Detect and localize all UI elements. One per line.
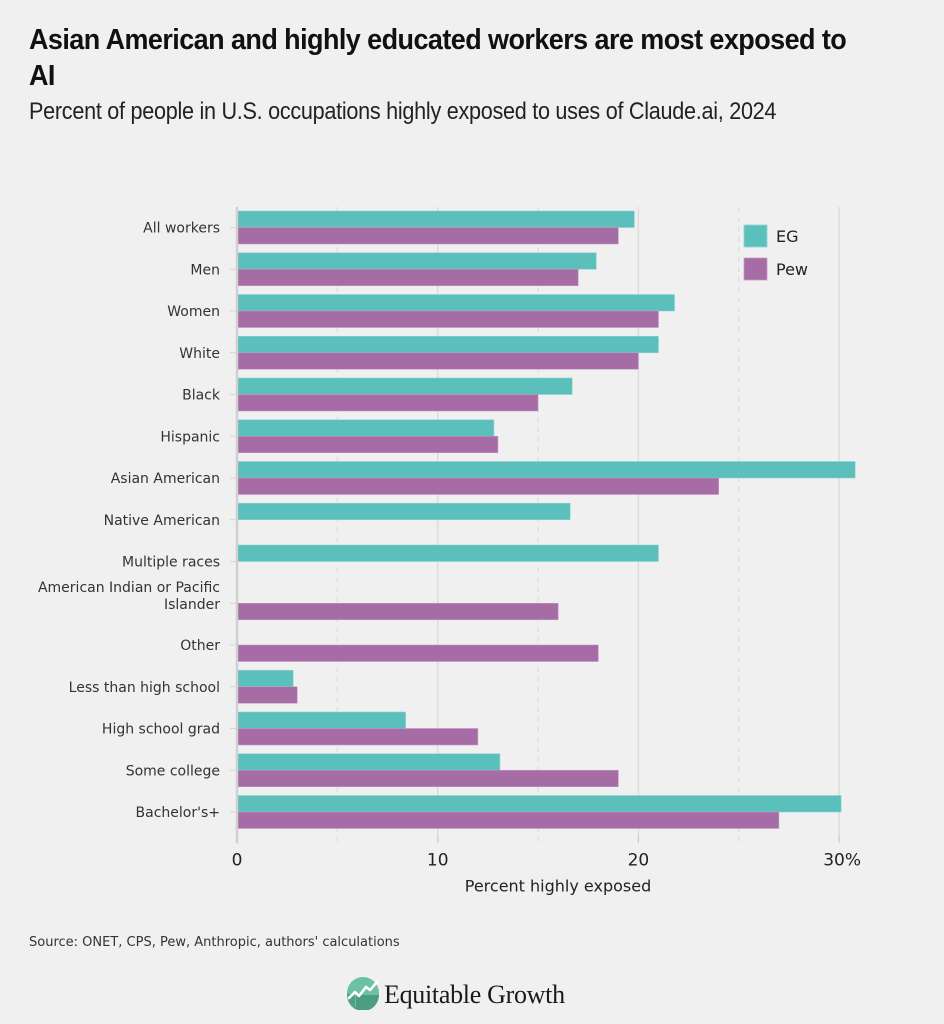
x-tick-label: 20 xyxy=(628,850,650,870)
category-label: Hispanic xyxy=(160,429,220,445)
bar-pew xyxy=(236,227,619,245)
category-label-line: Bachelor's+ xyxy=(136,805,220,821)
category-label: American Indian or Pacific Islander xyxy=(38,580,220,613)
brand-logo[interactable]: Equitable Growth xyxy=(346,977,565,1013)
category-label-line: All workers xyxy=(143,221,220,237)
bar-pew xyxy=(236,268,579,287)
bar-pew xyxy=(236,310,659,328)
category-label-line: Asian American xyxy=(111,471,220,487)
bar-eg xyxy=(236,294,675,312)
bar-eg xyxy=(236,753,501,771)
category-label-line: Islander xyxy=(164,597,220,613)
bars xyxy=(236,210,856,829)
bar-eg xyxy=(236,502,571,521)
bar-eg xyxy=(236,335,659,354)
x-tick-label: 0 xyxy=(232,850,243,870)
bar-pew xyxy=(236,644,599,662)
bar-pew xyxy=(236,352,639,370)
category-label-line: Less than high school xyxy=(69,680,220,696)
category-label-line: Some college xyxy=(126,763,220,779)
category-label-line: Multiple races xyxy=(122,555,220,571)
category-label-line: Black xyxy=(182,388,221,404)
legend: EG Pew xyxy=(743,224,808,281)
x-axis-title: Percent highly exposed xyxy=(465,876,651,895)
bar-eg xyxy=(236,210,635,228)
bar-eg xyxy=(236,461,856,479)
category-labels: All workers Men Women White Black Hispanic Asi… xyxy=(38,221,221,822)
category-label-line: High school grad xyxy=(102,722,220,738)
bar-eg xyxy=(236,544,659,562)
legend-label-pew: Pew xyxy=(776,260,808,279)
category-label-line: Women xyxy=(167,304,220,320)
bar-pew xyxy=(236,602,559,621)
x-tick-label: 10 xyxy=(427,850,449,870)
category-label: Other xyxy=(180,638,220,654)
legend-label-eg: EG xyxy=(776,227,799,246)
bar-eg xyxy=(236,377,573,395)
equitable-growth-logo-icon xyxy=(346,976,380,1014)
axes: 0 10 20 30% xyxy=(230,207,861,870)
category-label-line: Men xyxy=(190,262,220,278)
bar-pew xyxy=(236,811,780,829)
category-label: Some college xyxy=(126,763,220,779)
category-label-line: Hispanic xyxy=(160,429,220,445)
category-label: Men xyxy=(190,262,220,278)
category-label-line: American Indian or Pacific xyxy=(38,580,220,596)
category-label-line: Other xyxy=(180,638,220,654)
legend-swatch-eg xyxy=(743,224,768,248)
category-label: Multiple races xyxy=(122,555,220,571)
bar-chart: 0 10 20 30% All workers Men Women White Black Hi… xyxy=(38,207,861,895)
brand-name: Equitable Growth xyxy=(384,980,565,1009)
category-label: High school grad xyxy=(102,722,220,738)
bar-eg xyxy=(236,419,495,437)
category-label: Asian American xyxy=(111,471,220,487)
category-label: All workers xyxy=(143,221,220,237)
category-label: Black xyxy=(182,388,221,404)
category-label: Native American xyxy=(104,513,220,529)
legend-swatch-pew xyxy=(743,257,768,281)
category-label: Bachelor's+ xyxy=(136,805,220,821)
bar-pew xyxy=(236,435,499,454)
bar-eg xyxy=(236,711,406,729)
category-label: White xyxy=(179,346,220,362)
category-label-line: Native American xyxy=(104,513,220,529)
category-label-line: White xyxy=(179,346,220,362)
bar-pew xyxy=(236,394,539,412)
bar-pew xyxy=(236,769,619,788)
category-label: Women xyxy=(167,304,220,320)
bar-pew xyxy=(236,728,479,746)
x-tick-label: 30% xyxy=(823,850,861,870)
chart-subtitle: Percent of people in U.S. occupations hi… xyxy=(29,98,777,125)
category-label: Less than high school xyxy=(69,680,220,696)
bar-eg xyxy=(236,669,294,688)
bar-eg xyxy=(236,795,842,813)
source-note: Source: ONET, CPS, Pew, Anthropic, autho… xyxy=(29,935,400,950)
chart-title: Asian American and highly educated worke… xyxy=(29,24,847,92)
bar-pew xyxy=(236,477,719,495)
bar-pew xyxy=(236,686,298,704)
bar-eg xyxy=(236,252,597,270)
